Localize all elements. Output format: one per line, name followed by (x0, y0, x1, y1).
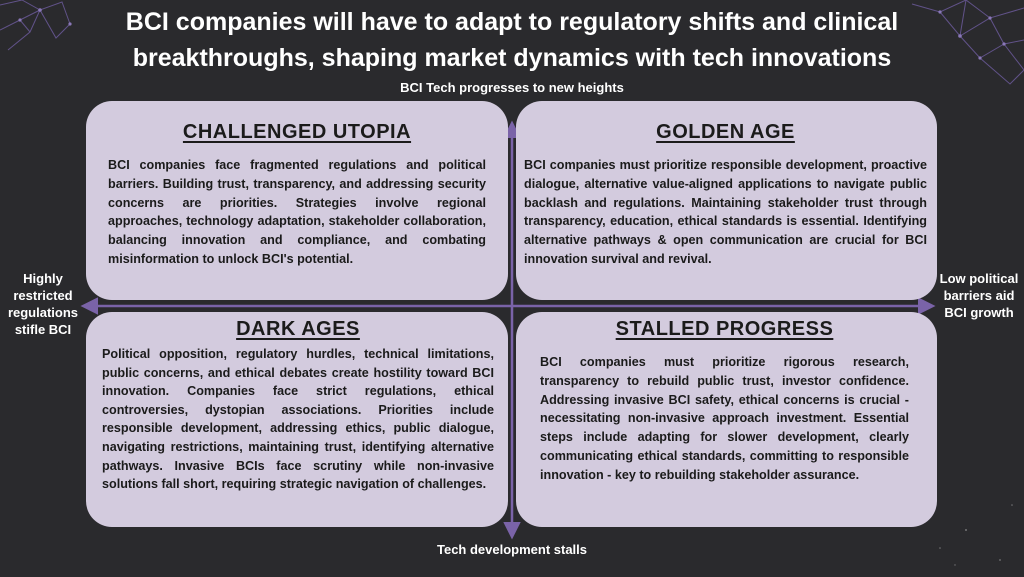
quadrant-golden-age: GOLDEN AGE BCI companies must prioritize… (516, 101, 937, 300)
quadrant-body: BCI companies must prioritize rigorous r… (540, 355, 909, 482)
axis-label-left: Highly restricted regulations stifle BCI (7, 271, 79, 337)
quadrant-dark-ages: DARK AGES Political opposition, regulato… (86, 312, 508, 527)
quadrant-heading: CHALLENGED UTOPIA (182, 121, 412, 143)
page-title: BCI companies will have to adapt to regu… (125, 8, 899, 72)
quadrant-body: BCI companies must prioritize responsibl… (524, 158, 927, 266)
axis-label-bottom: Tech development stalls (436, 542, 588, 557)
quadrant-heading: GOLDEN AGE (656, 121, 795, 143)
quadrant-stalled-progress: STALLED PROGRESS BCI companies must prio… (516, 312, 937, 527)
quadrant-challenged-utopia: CHALLENGED UTOPIA BCI companies face fra… (86, 101, 508, 300)
quadrant-body: Political opposition, regulatory hurdles… (102, 347, 494, 492)
axis-label-right: Low political barriers aid BCI growth (939, 271, 1019, 320)
quadrant-heading: STALLED PROGRESS (615, 318, 834, 340)
axis-label-top: BCI Tech progresses to new heights (400, 80, 624, 95)
quadrant-body: BCI companies face fragmented regulation… (108, 158, 486, 266)
quadrant-heading: DARK AGES (236, 318, 360, 340)
